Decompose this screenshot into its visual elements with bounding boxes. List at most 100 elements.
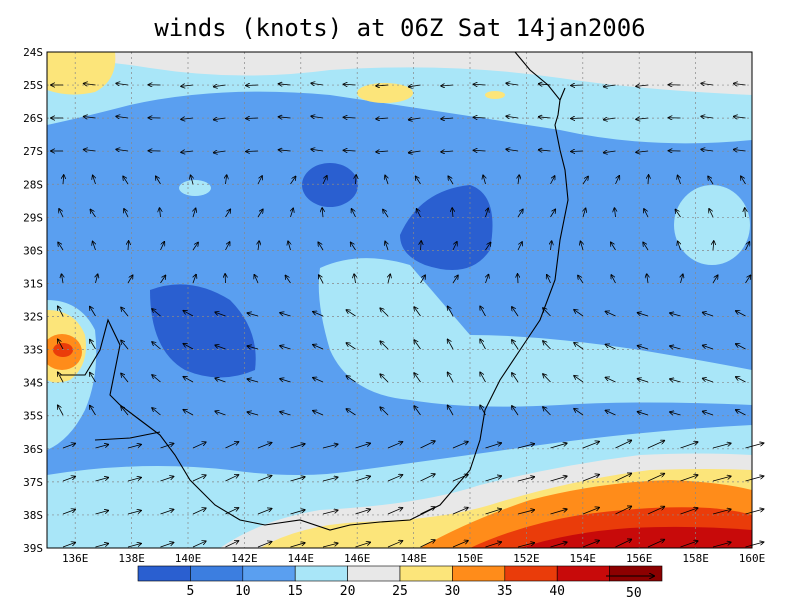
wind-vector [355,509,371,515]
latitude-labels: 24S 25S 26S 27S 28S 29S 30S 31S 32S 33S 34S 35S 36S 3… [23,46,43,555]
wind-vector [90,307,96,317]
wind-vector [421,241,422,251]
wind-vector [420,507,435,515]
wind-vector [736,311,746,317]
longitude-labels: 136E 138E 140E 142E 144E 146E 148E 150E 152E 154E… [62,552,765,565]
wind-vector [452,242,457,251]
wind-vector [582,541,599,548]
wind-vector [127,511,141,515]
wind-vector [703,411,714,416]
lon-label: 160E [739,552,766,565]
wind-vector [703,312,714,317]
wind-vector [246,151,259,152]
wind-vector [550,209,556,218]
wind-vector [311,116,324,118]
wind-vector [257,476,272,482]
wind-vector [701,83,714,85]
wind-vector [387,475,402,482]
wind-vector [95,511,109,515]
lon-label: 156E [626,552,653,565]
wind-vector [192,243,198,251]
color-bar-label: 10 [235,584,251,599]
lat-label: 38S [23,509,43,522]
wind-vector [606,377,616,383]
wind-vector [517,209,523,218]
lon-label: 142E [231,552,258,565]
wind-vector [420,540,435,548]
wind-vector [376,118,389,119]
wind-vector [257,209,263,218]
wind-vector [156,176,161,185]
wind-vector [574,310,584,317]
wind-vector [61,274,63,284]
wind-vector [225,475,239,482]
lon-label: 154E [570,552,597,565]
wind-vector [543,407,551,416]
lat-label: 24S [23,46,43,59]
wind-vector [712,275,718,284]
wind-vector [741,176,746,185]
wind-vector [225,541,239,548]
wind-vector [712,509,731,515]
wind-vector [123,176,129,185]
map-title: winds (knots) at 06Z Sat 14jan2006 [154,14,646,42]
wind-vector [181,151,194,152]
wind-vector [452,208,453,218]
wind-vector [160,242,165,251]
wind-vector [414,340,421,350]
color-bar-label: 15 [287,584,303,599]
wind-vector [485,542,502,548]
wind-vector [615,473,632,482]
wind-vector [678,175,681,185]
lon-label: 144E [288,552,315,565]
lon-label: 158E [682,552,709,565]
wind-vector [539,150,551,151]
color-bar-label: 35 [497,584,513,599]
color-bar-label: 40 [549,584,565,599]
wind-vector [58,405,64,416]
wind-vector [322,510,338,515]
color-bar-box [190,565,244,582]
wind-vector [574,409,584,416]
wind-vector [708,176,714,185]
wind-vector [604,151,616,153]
wind-vector [127,275,133,284]
lon-label: 150E [457,552,484,565]
wind-vector [550,509,567,515]
wind-vector [736,344,746,350]
wind-vector [84,83,96,85]
wind-vector [604,118,616,120]
wind-vector [485,476,502,482]
wind-vector [225,508,239,515]
wind-vector [344,150,356,151]
wind-vector [512,406,519,416]
wind-vector [474,117,486,118]
wind-vector [647,474,664,482]
wind-vector [93,241,96,251]
wind-vector [214,151,226,153]
wind-vector [580,241,583,251]
wind-vector [127,445,141,449]
wind-vector [93,175,96,185]
wind-vector [713,241,714,251]
wind-vector [127,478,141,482]
wind-vector [215,378,226,383]
wind-vector [279,84,291,85]
wind-vector [736,410,746,416]
wind-vector [485,509,502,515]
wind-vector [346,409,356,416]
wind-vector [247,379,259,382]
lon-label: 140E [175,552,202,565]
wind-vector [62,477,75,482]
color-bar-label: 30 [445,584,461,599]
wind-vector [355,443,371,449]
wind-vector [745,208,746,218]
wind-vector [615,176,620,185]
wind-vector [288,241,290,251]
wind-vector [127,544,141,548]
wind-vector [606,311,616,317]
wind-vector [670,313,681,316]
wind-vector [680,508,698,515]
wind-vector [346,343,356,350]
